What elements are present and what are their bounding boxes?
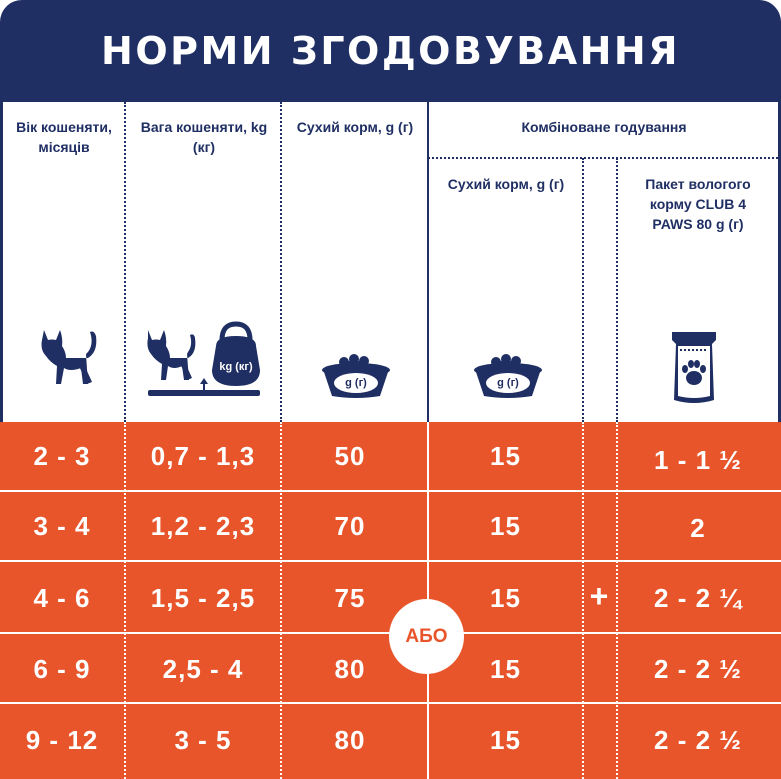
cell-wet: 2 - 2 ¼ (654, 583, 742, 613)
header-age: Вік кошеняти, місяців (16, 119, 112, 155)
cell-wet: 2 - 2 ½ (654, 725, 742, 755)
cell-age: 6 - 9 (33, 654, 91, 684)
cell-dry: 80 (334, 725, 366, 755)
combined-bowl-label: g (г) (497, 377, 519, 389)
header-sep-5 (616, 158, 618, 422)
header-wet: Пакет вологого корму CLUB 4 PAWS 80 g (г… (645, 176, 751, 232)
cell-weight: 1,2 - 2,3 (150, 511, 256, 541)
or-badge: АБО (389, 599, 464, 674)
cell-dry: 80 (334, 654, 366, 684)
header-frame-right (778, 102, 781, 422)
cell-age: 2 - 3 (33, 441, 91, 471)
kitten-scale-icon (147, 321, 260, 396)
kitten-icon (41, 330, 97, 384)
data-rows (0, 422, 781, 779)
cell-age: 4 - 6 (33, 583, 91, 613)
cell-wet: 2 - 2 ½ (654, 654, 742, 684)
kettlebell-label: kg (кг) (219, 361, 253, 373)
page-title: НОРМИ ЗГОДОВУВАННЯ (101, 29, 680, 73)
cell-weight: 2,5 - 4 (162, 654, 244, 684)
cell-combined-dry: 15 (490, 511, 521, 541)
header-sep-2 (280, 102, 282, 422)
row-divider (0, 560, 781, 562)
col-divider (616, 422, 618, 779)
cell-dry: 50 (334, 441, 366, 471)
cell-dry: 70 (334, 511, 366, 541)
cell-weight: 3 - 5 (174, 725, 232, 755)
cell-weight: 1,5 - 2,5 (150, 583, 256, 613)
header-sep-4 (582, 158, 584, 422)
wet-food-pouch-icon (672, 332, 716, 403)
combined-bowl-icon (474, 354, 542, 398)
header-sep-1 (124, 102, 126, 422)
col-divider (582, 422, 584, 779)
cell-combined-dry: 15 (490, 583, 521, 613)
cell-combined-dry: 15 (490, 654, 521, 684)
cell-combined-dry: 15 (490, 441, 521, 471)
col-divider (280, 422, 282, 779)
bowl-label: g (г) (345, 377, 367, 389)
table-header (0, 102, 781, 422)
header-dry: Сухий корм, g (г) (296, 119, 414, 135)
header-frame-left (0, 102, 3, 422)
header-combined: Комбіноване годування (521, 119, 687, 135)
cell-age: 3 - 4 (33, 511, 91, 541)
row-divider (0, 702, 781, 704)
cell-dry: 75 (334, 583, 366, 613)
title-bar: НОРМИ ЗГОДОВУВАННЯ (0, 0, 781, 102)
col-divider (124, 422, 126, 779)
header-hsep (428, 157, 778, 159)
cell-wet: 2 (690, 513, 706, 543)
bowl-icon (322, 354, 390, 398)
cell-combined-dry: 15 (490, 725, 521, 755)
cell-wet: 1 - 1 ½ (654, 445, 742, 475)
header-combined-dry: Сухий корм, g (г) (447, 176, 565, 192)
plus-sign: + (589, 578, 609, 614)
row-divider (0, 490, 781, 492)
header-weight: Вага кошеняти, kg (кг) (140, 119, 268, 155)
cell-age: 9 - 12 (25, 725, 99, 755)
cell-weight: 0,7 - 1,3 (150, 441, 256, 471)
header-sep-3 (427, 102, 429, 422)
